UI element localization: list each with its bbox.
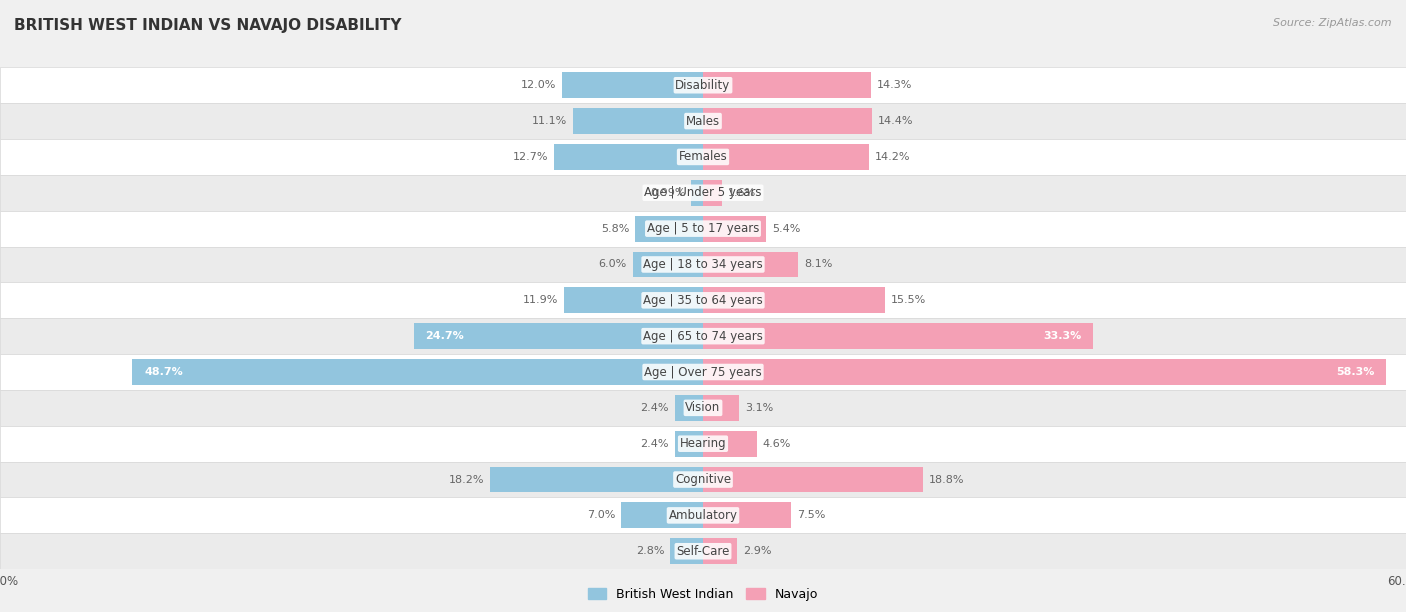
Bar: [703, 502, 790, 528]
Text: 2.8%: 2.8%: [636, 547, 665, 556]
Text: 7.5%: 7.5%: [797, 510, 825, 520]
Text: 4.6%: 4.6%: [762, 439, 792, 449]
Bar: [0, 533, 1406, 569]
Text: 0.99%: 0.99%: [650, 188, 686, 198]
Bar: [703, 288, 884, 313]
Text: Age | 18 to 34 years: Age | 18 to 34 years: [643, 258, 763, 271]
Text: Males: Males: [686, 114, 720, 127]
Bar: [703, 431, 756, 457]
Text: 7.0%: 7.0%: [586, 510, 616, 520]
Bar: [413, 323, 703, 349]
Bar: [703, 359, 1386, 385]
Text: 48.7%: 48.7%: [145, 367, 183, 377]
Text: 11.1%: 11.1%: [531, 116, 567, 126]
Bar: [0, 461, 1406, 498]
Bar: [0, 426, 1406, 461]
Bar: [703, 215, 766, 242]
Bar: [671, 539, 703, 564]
Bar: [703, 539, 737, 564]
Bar: [703, 466, 924, 493]
Bar: [562, 72, 703, 98]
Text: 14.2%: 14.2%: [875, 152, 911, 162]
Text: Age | 65 to 74 years: Age | 65 to 74 years: [643, 330, 763, 343]
Bar: [621, 502, 703, 528]
Bar: [0, 139, 1406, 175]
Text: 2.4%: 2.4%: [641, 403, 669, 413]
Legend: British West Indian, Navajo: British West Indian, Navajo: [582, 583, 824, 606]
Bar: [692, 180, 703, 206]
Text: 2.4%: 2.4%: [641, 439, 669, 449]
Text: Ambulatory: Ambulatory: [668, 509, 738, 522]
Text: 14.3%: 14.3%: [876, 80, 911, 90]
Text: 14.4%: 14.4%: [877, 116, 912, 126]
Bar: [633, 252, 703, 277]
Bar: [0, 318, 1406, 354]
Text: 6.0%: 6.0%: [599, 259, 627, 269]
Text: 18.2%: 18.2%: [449, 474, 484, 485]
Bar: [703, 144, 869, 170]
Bar: [574, 108, 703, 134]
Text: Age | Under 5 years: Age | Under 5 years: [644, 186, 762, 200]
Text: Self-Care: Self-Care: [676, 545, 730, 558]
Text: BRITISH WEST INDIAN VS NAVAJO DISABILITY: BRITISH WEST INDIAN VS NAVAJO DISABILITY: [14, 18, 402, 34]
Bar: [0, 67, 1406, 103]
Bar: [703, 323, 1094, 349]
Bar: [703, 395, 740, 421]
Bar: [636, 215, 703, 242]
Bar: [675, 395, 703, 421]
Bar: [0, 211, 1406, 247]
Bar: [0, 103, 1406, 139]
Text: 5.8%: 5.8%: [600, 223, 630, 234]
Text: 33.3%: 33.3%: [1043, 331, 1081, 341]
Text: 3.1%: 3.1%: [745, 403, 773, 413]
Text: Age | Over 75 years: Age | Over 75 years: [644, 365, 762, 378]
Text: 1.6%: 1.6%: [728, 188, 756, 198]
Text: 58.3%: 58.3%: [1336, 367, 1375, 377]
Text: Females: Females: [679, 151, 727, 163]
Text: 11.9%: 11.9%: [523, 296, 558, 305]
Text: Vision: Vision: [685, 401, 721, 414]
Text: Hearing: Hearing: [679, 437, 727, 450]
Text: 24.7%: 24.7%: [425, 331, 464, 341]
Text: 18.8%: 18.8%: [929, 474, 965, 485]
Bar: [703, 252, 799, 277]
Bar: [0, 498, 1406, 533]
Bar: [0, 354, 1406, 390]
Bar: [703, 108, 872, 134]
Bar: [564, 288, 703, 313]
Text: 15.5%: 15.5%: [890, 296, 925, 305]
Bar: [132, 359, 703, 385]
Text: Age | 5 to 17 years: Age | 5 to 17 years: [647, 222, 759, 235]
Text: 12.7%: 12.7%: [513, 152, 548, 162]
Text: Disability: Disability: [675, 79, 731, 92]
Text: 12.0%: 12.0%: [522, 80, 557, 90]
Bar: [0, 390, 1406, 426]
Text: 5.4%: 5.4%: [772, 223, 800, 234]
Bar: [0, 175, 1406, 211]
Text: Source: ZipAtlas.com: Source: ZipAtlas.com: [1274, 18, 1392, 28]
Bar: [703, 72, 870, 98]
Text: Age | 35 to 64 years: Age | 35 to 64 years: [643, 294, 763, 307]
Bar: [0, 282, 1406, 318]
Text: Cognitive: Cognitive: [675, 473, 731, 486]
Bar: [703, 180, 721, 206]
Text: 2.9%: 2.9%: [742, 547, 772, 556]
Bar: [675, 431, 703, 457]
Bar: [0, 247, 1406, 282]
Bar: [554, 144, 703, 170]
Text: 8.1%: 8.1%: [804, 259, 832, 269]
Bar: [489, 466, 703, 493]
